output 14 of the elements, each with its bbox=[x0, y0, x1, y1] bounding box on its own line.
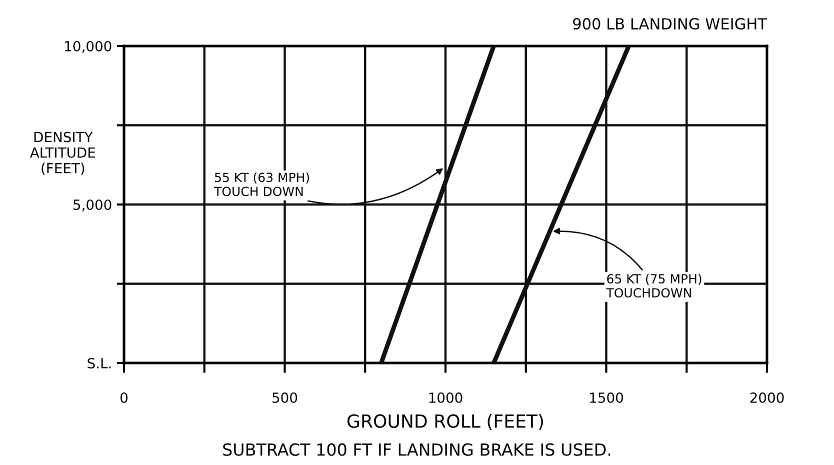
x-tick-label: 1000 bbox=[429, 392, 462, 403]
x-tick-label: 0 bbox=[120, 392, 128, 403]
y-tick-label: 5,000 bbox=[74, 199, 112, 212]
y-tick-label: 10,000 bbox=[65, 40, 112, 53]
y-tick-label: S.L. bbox=[88, 358, 111, 368]
y-axis-title: DENSITY ALTITUDE (FEET) bbox=[30, 132, 96, 175]
annotation: 65 KT (75 MPH) TOUCHDOWN bbox=[606, 274, 702, 298]
x-tick-label: 500 bbox=[272, 392, 298, 403]
text: SUBTRACT 100 FT IF LANDING BRAKE IS USED. bbox=[223, 443, 610, 456]
x-axis-title: GROUND ROLL (FEET) bbox=[347, 414, 543, 430]
chart-title: 900 LB LANDING WEIGHT bbox=[573, 18, 768, 30]
x-tick-label: 1500 bbox=[590, 392, 623, 403]
annotation: 55 KT (63 MPH) TOUCH DOWN bbox=[214, 172, 310, 196]
x-tick-label: 2000 bbox=[750, 392, 784, 403]
